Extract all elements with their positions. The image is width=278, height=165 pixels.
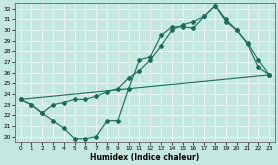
- X-axis label: Humidex (Indice chaleur): Humidex (Indice chaleur): [90, 152, 199, 162]
